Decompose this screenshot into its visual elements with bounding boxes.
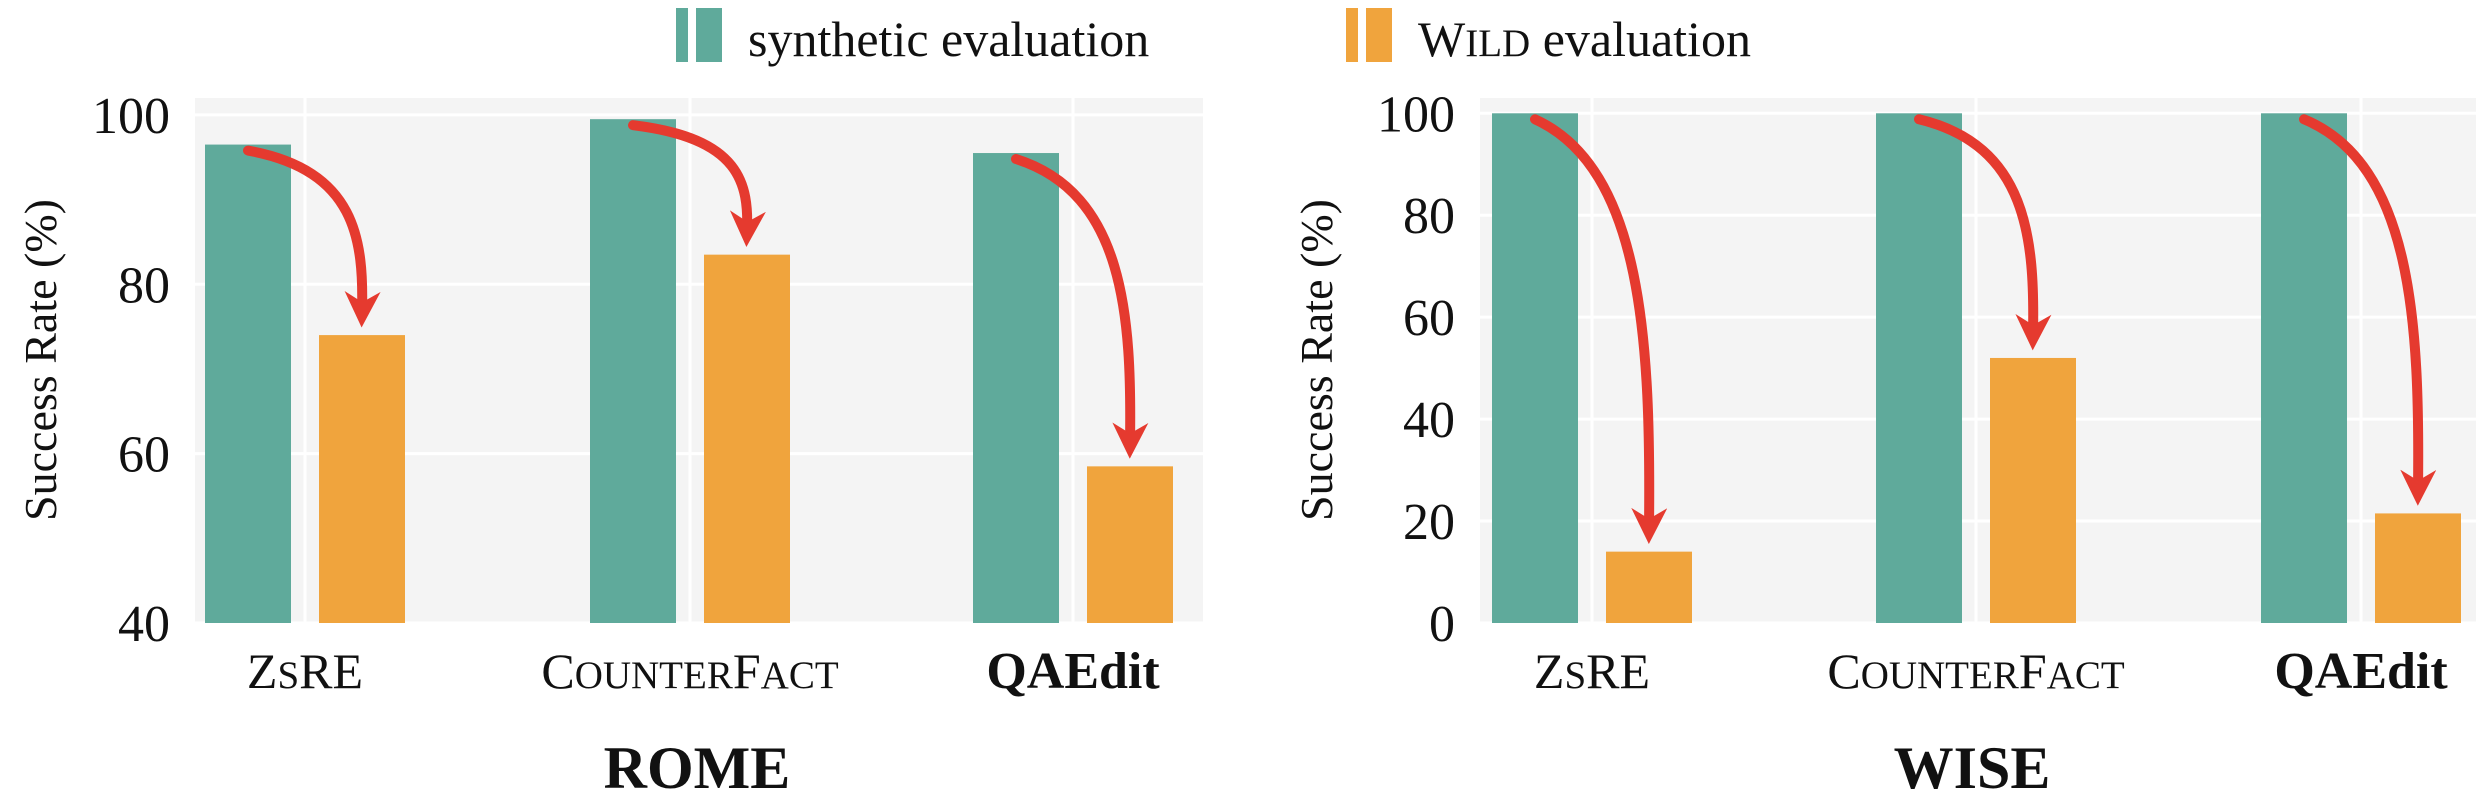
- panel-title: WISE: [1894, 735, 2051, 801]
- y-tick-label: 40: [118, 596, 170, 653]
- bar-wild-evaluation-counterfact: [704, 254, 790, 623]
- x-tick-label-zsre: ZSRE: [247, 643, 363, 699]
- legend-swatch-wild-a: [1346, 8, 1358, 62]
- bar-synthetic-evaluation-zsre: [1492, 113, 1578, 623]
- drop-arrow-zsre: [1530, 114, 1668, 545]
- y-tick-label: 20: [1403, 494, 1455, 551]
- x-tick-label-qaedit: QAEdit: [986, 643, 1160, 700]
- legend-swatch-synthetic-a: [676, 8, 688, 62]
- legend-label-wild: WILD evaluation: [1418, 11, 1751, 67]
- bar-wild-evaluation-zsre: [319, 335, 405, 623]
- panel-title: ROME: [604, 735, 791, 801]
- y-axis-label: Success Rate (%): [1291, 199, 1342, 521]
- legend-swatch-synthetic-b: [696, 8, 722, 62]
- bar-synthetic-evaluation-qaedit: [973, 153, 1059, 623]
- legend-item-wild: WILD evaluation: [1346, 8, 1751, 67]
- legend: synthetic evaluation WILD evaluation: [676, 8, 1751, 67]
- x-tick-label-counterfact: COUNTERFACT: [1827, 643, 2125, 699]
- bar-synthetic-evaluation-counterfact: [1876, 113, 1962, 623]
- y-tick-label: 100: [92, 88, 170, 145]
- legend-label-synthetic: synthetic evaluation: [748, 11, 1149, 67]
- bar-wild-evaluation-qaedit: [1087, 466, 1173, 623]
- bar-synthetic-evaluation-counterfact: [590, 119, 676, 623]
- y-tick-label: 60: [118, 427, 170, 484]
- y-tick-label: 40: [1403, 392, 1455, 449]
- drop-arrow-qaedit: [2299, 114, 2437, 506]
- bar-wild-evaluation-qaedit: [2375, 513, 2461, 623]
- bars: [1492, 113, 2461, 623]
- legend-item-synthetic: synthetic evaluation: [676, 8, 1149, 67]
- y-tick-labels: 0 20 40 60 80 100: [1377, 86, 1455, 653]
- x-tick-labels: ZSRE COUNTERFACT QAEdit: [1534, 643, 2448, 700]
- y-axis-label: Success Rate (%): [15, 199, 66, 521]
- drop-arrow-counterfact: [628, 120, 766, 248]
- x-tick-label-qaedit: QAEdit: [2274, 643, 2448, 700]
- y-tick-label: 80: [118, 257, 170, 314]
- y-tick-label: 100: [1377, 86, 1455, 143]
- legend-swatch-wild-b: [1366, 8, 1392, 62]
- arrows: [1530, 114, 2437, 545]
- x-tick-label-zsre: ZSRE: [1534, 643, 1650, 699]
- chart-panel-wise: 0 20 40 60 80 100 ZSRE COUNTERFACT QAEdit Succe…: [1291, 86, 2476, 801]
- drop-arrow-counterfact: [1914, 114, 2052, 351]
- arrows: [243, 120, 1149, 459]
- y-tick-label: 60: [1403, 290, 1455, 347]
- y-tick-label: 80: [1403, 188, 1455, 245]
- x-tick-labels: ZSRE COUNTERFACT QAEdit: [247, 643, 1160, 700]
- bar-wild-evaluation-counterfact: [1990, 357, 2076, 623]
- bar-synthetic-evaluation-qaedit: [2261, 113, 2347, 623]
- bars: [205, 119, 1173, 624]
- bar-synthetic-evaluation-zsre: [205, 144, 291, 624]
- bar-wild-evaluation-zsre: [1606, 551, 1692, 623]
- drop-arrow-qaedit: [1011, 154, 1149, 459]
- chart-panel-rome: 40 60 80 100 ZSRE COUNTERFACT QAEdit Success …: [15, 88, 1203, 801]
- y-tick-labels: 40 60 80 100: [92, 88, 170, 653]
- y-tick-label: 0: [1429, 596, 1455, 653]
- drop-arrow-zsre: [243, 145, 381, 328]
- x-tick-label-counterfact: COUNTERFACT: [541, 643, 839, 699]
